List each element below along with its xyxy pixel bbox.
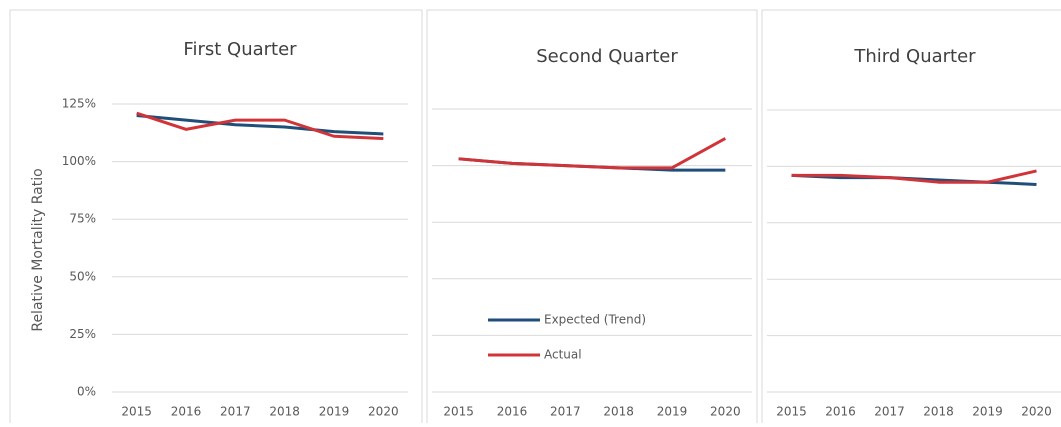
y-tick-label: 75% — [69, 212, 96, 226]
y-tick-label: 100% — [62, 154, 96, 168]
x-tick-label: 2016 — [171, 405, 202, 419]
series-line — [791, 169, 1037, 184]
panel-border — [426, 9, 758, 427]
legend-label: Actual — [544, 348, 582, 362]
panel-border — [9, 9, 423, 427]
x-tick-label: 2017 — [220, 405, 251, 419]
x-tick-label: 2018 — [269, 405, 300, 419]
y-tick-label: 50% — [69, 269, 96, 283]
x-tick-label: 2018 — [603, 405, 634, 419]
x-tick-label: 2019 — [657, 405, 688, 419]
x-tick-label: 2016 — [825, 405, 856, 419]
panel-border — [761, 9, 1061, 427]
chart-title: Second Quarter — [536, 46, 678, 67]
y-tick-label: 0% — [77, 385, 96, 399]
x-tick-label: 2016 — [497, 405, 528, 419]
legend-label: Expected (Trend) — [544, 313, 646, 327]
x-tick-label: 2018 — [923, 405, 954, 419]
x-tick-label: 2020 — [368, 405, 399, 419]
x-tick-label: 2015 — [121, 405, 152, 419]
y-tick-label: 125% — [62, 97, 96, 111]
x-tick-label: 2019 — [972, 405, 1003, 419]
x-tick-label: 2019 — [319, 405, 350, 419]
x-tick-label: 2017 — [874, 405, 905, 419]
series-line — [136, 114, 384, 136]
x-tick-label: 2017 — [550, 405, 581, 419]
series-line — [458, 137, 727, 170]
x-tick-label: 2015 — [443, 405, 474, 419]
x-tick-label: 2015 — [776, 405, 807, 419]
chart-title: Third Quarter — [853, 46, 976, 67]
y-tick-label: 25% — [69, 327, 96, 341]
chart-title: First Quarter — [183, 39, 297, 60]
y-axis-label: Relative Mortality Ratio — [30, 168, 46, 331]
x-tick-label: 2020 — [710, 405, 741, 419]
x-tick-label: 2020 — [1021, 405, 1052, 419]
series-line — [136, 111, 384, 141]
